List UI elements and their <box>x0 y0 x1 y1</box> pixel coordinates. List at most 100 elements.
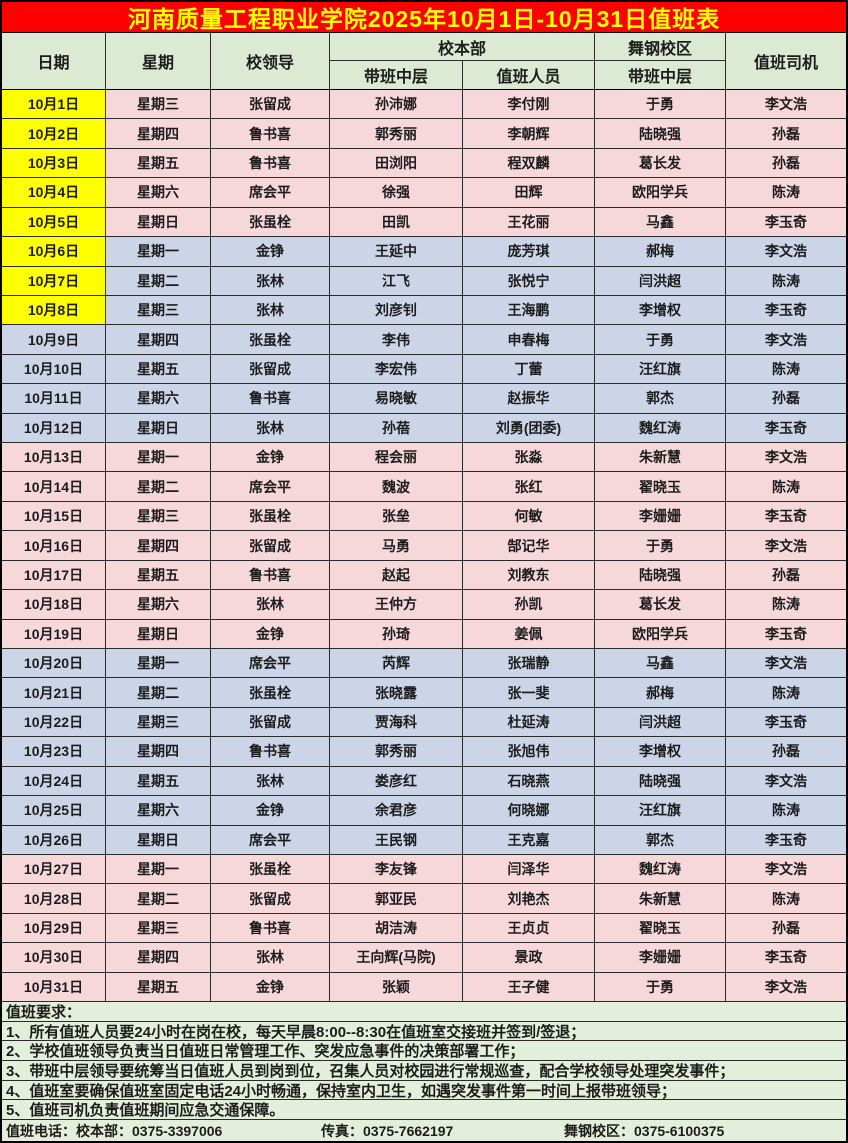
wugang-mid-cell: 于勇 <box>595 325 726 355</box>
leader-cell: 张虽栓 <box>211 325 330 355</box>
main-duty-cell: 张一斐 <box>463 678 595 708</box>
driver-cell: 李玉奇 <box>726 943 846 973</box>
main-duty-cell: 孙凯 <box>463 590 595 620</box>
date-cell: 10月25日 <box>2 796 106 826</box>
main-mid-cell: 娄彦红 <box>330 766 463 797</box>
wugang-mid-cell: 陆晓强 <box>595 766 726 797</box>
table-row: 10月13日 星期一 金铮 程会丽 张淼 朱新慧 李文浩 <box>2 443 846 473</box>
leader-cell: 张林 <box>211 295 330 326</box>
driver-cell: 陈涛 <box>726 590 846 620</box>
leader-cell: 张虽栓 <box>211 207 330 238</box>
table-row: 10月14日 星期二 席会平 魏波 张红 翟晓玉 陈涛 <box>2 472 846 502</box>
main-mid-cell: 余君彦 <box>330 796 463 826</box>
date-cell: 10月13日 <box>2 443 106 473</box>
table-row: 10月26日 星期日 席会平 王民钢 王克嘉 郭杰 李玉奇 <box>2 825 846 855</box>
driver-cell: 孙磊 <box>726 384 846 414</box>
table-row: 10月17日 星期五 鲁书喜 赵起 刘教东 陆晓强 孙磊 <box>2 560 846 591</box>
table-row: 10月6日 星期一 金铮 王延中 庞芳琪 郝梅 李文浩 <box>2 237 846 267</box>
main-duty-cell: 田辉 <box>463 178 595 208</box>
main-duty-cell: 刘艳杰 <box>463 884 595 914</box>
leader-cell: 鲁书喜 <box>211 913 330 944</box>
driver-cell: 李文浩 <box>726 90 846 120</box>
main-duty-cell: 闫泽华 <box>463 854 595 885</box>
main-duty-cell: 赵振华 <box>463 384 595 414</box>
main-duty-cell: 刘教东 <box>463 560 595 591</box>
wugang-mid-cell: 翟晓玉 <box>595 472 726 502</box>
main-mid-cell: 王向辉(马院) <box>330 943 463 973</box>
table-row: 10月27日 星期一 张虽栓 李友锋 闫泽华 魏红涛 李文浩 <box>2 854 846 885</box>
wugang-mid-cell: 葛长发 <box>595 590 726 620</box>
wugang-mid-cell: 郭杰 <box>595 825 726 855</box>
date-cell: 10月8日 <box>2 295 106 326</box>
wugang-mid-cell: 郝梅 <box>595 237 726 267</box>
table-row: 10月10日 星期五 张留成 李宏伟 丁蕾 汪红旗 陈涛 <box>2 354 846 385</box>
main-duty-cell: 郜记华 <box>463 531 595 561</box>
main-duty-cell: 丁蕾 <box>463 354 595 385</box>
wugang-mid-cell: 欧阳学兵 <box>595 619 726 650</box>
weekday-cell: 星期五 <box>106 972 211 1003</box>
weekday-cell: 星期日 <box>106 207 211 238</box>
main-mid-cell: 郭亚民 <box>330 884 463 914</box>
driver-cell: 李文浩 <box>726 325 846 355</box>
weekday-cell: 星期二 <box>106 472 211 502</box>
date-cell: 10月16日 <box>2 531 106 561</box>
driver-cell: 孙磊 <box>726 560 846 591</box>
date-cell: 10月30日 <box>2 943 106 973</box>
table-row: 10月21日 星期二 张虽栓 张晓露 张一斐 郝梅 陈涛 <box>2 678 846 708</box>
table-row: 10月11日 星期六 鲁书喜 易晓敏 赵振华 郭杰 孙磊 <box>2 384 846 414</box>
main-mid-cell: 易晓敏 <box>330 384 463 414</box>
wugang-mid-cell: 欧阳学兵 <box>595 178 726 208</box>
driver-cell: 李文浩 <box>726 649 846 679</box>
main-duty-cell: 刘勇(团委) <box>463 413 595 444</box>
main-mid-cell: 孙沛娜 <box>330 90 463 120</box>
main-duty-cell: 张淼 <box>463 443 595 473</box>
date-cell: 10月1日 <box>2 90 106 120</box>
driver-cell: 李文浩 <box>726 443 846 473</box>
date-cell: 10月20日 <box>2 649 106 679</box>
wugang-mid-cell: 郝梅 <box>595 678 726 708</box>
wugang-mid-cell: 于勇 <box>595 972 726 1003</box>
weekday-cell: 星期二 <box>106 266 211 296</box>
date-cell: 10月24日 <box>2 766 106 797</box>
leader-cell: 张林 <box>211 413 330 444</box>
weekday-cell: 星期四 <box>106 943 211 973</box>
driver-cell: 李文浩 <box>726 237 846 267</box>
table-row: 10月20日 星期一 席会平 芮辉 张瑞静 马鑫 李文浩 <box>2 649 846 679</box>
main-mid-cell: 程会丽 <box>330 443 463 473</box>
page-title: 河南质量工程职业学院2025年10月1日-10月31日值班表 <box>2 2 846 33</box>
date-cell: 10月3日 <box>2 148 106 179</box>
driver-cell: 李玉奇 <box>726 295 846 326</box>
main-mid-cell: 李伟 <box>330 325 463 355</box>
note-item: 1、所有值班人员要24小时在岗在校，每天早晨8:00--8:30在值班室交接班并… <box>2 1022 846 1042</box>
leader-cell: 鲁书喜 <box>211 384 330 414</box>
wugang-mid-cell: 陆晓强 <box>595 119 726 149</box>
main-mid-cell: 王民钢 <box>330 825 463 855</box>
main-duty-cell: 张悦宁 <box>463 266 595 296</box>
table-row: 10月5日 星期日 张虽栓 田凯 王花丽 马鑫 李玉奇 <box>2 207 846 238</box>
leader-cell: 席会平 <box>211 178 330 208</box>
main-mid-cell: 胡洁涛 <box>330 913 463 944</box>
wugang-mid-cell: 李姗姗 <box>595 943 726 973</box>
header-main-campus: 校本部 <box>330 33 595 61</box>
driver-cell: 陈涛 <box>726 472 846 502</box>
footer-fax: 传真：0375-7662197 <box>321 1122 454 1139</box>
weekday-cell: 星期日 <box>106 413 211 444</box>
main-duty-cell: 何敏 <box>463 501 595 532</box>
leader-cell: 张虽栓 <box>211 501 330 532</box>
weekday-cell: 星期三 <box>106 90 211 120</box>
table-row: 10月18日 星期六 张林 王仲方 孙凯 葛长发 陈涛 <box>2 590 846 620</box>
driver-cell: 李玉奇 <box>726 825 846 855</box>
table-row: 10月9日 星期四 张虽栓 李伟 申春梅 于勇 李文浩 <box>2 325 846 355</box>
leader-cell: 金铮 <box>211 443 330 473</box>
date-cell: 10月31日 <box>2 972 106 1003</box>
main-duty-cell: 王海鹏 <box>463 295 595 326</box>
main-duty-cell: 程双麟 <box>463 148 595 179</box>
wugang-mid-cell: 李增权 <box>595 295 726 326</box>
main-duty-cell: 王贞贞 <box>463 913 595 944</box>
footer-phone-main-campus: 值班电话：校本部：0375-3397006 <box>6 1122 223 1139</box>
weekday-cell: 星期六 <box>106 590 211 620</box>
main-mid-cell: 芮辉 <box>330 649 463 679</box>
date-cell: 10月6日 <box>2 237 106 267</box>
footer-phone-wugang: 舞钢校区：0375-6100375 <box>564 1122 725 1139</box>
